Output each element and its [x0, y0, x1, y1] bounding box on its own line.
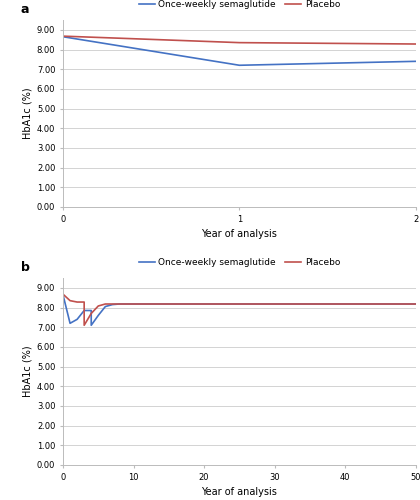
- Placebo: [237, 40, 242, 46]
- Placebo: [110, 301, 115, 307]
- Placebo: [413, 41, 418, 47]
- Line: Once-weekly semaglutide: Once-weekly semaglutide: [63, 36, 416, 66]
- Once-weekly semaglutide: [75, 316, 80, 322]
- Y-axis label: HbA1c (%): HbA1c (%): [23, 346, 33, 398]
- Text: a: a: [21, 4, 29, 16]
- Placebo: [124, 301, 129, 307]
- Once-weekly semaglutide: [124, 301, 129, 307]
- Once-weekly semaglutide: [117, 301, 122, 307]
- Once-weekly semaglutide: [60, 34, 66, 40]
- Y-axis label: HbA1c (%): HbA1c (%): [23, 88, 33, 140]
- Placebo: [75, 299, 80, 305]
- Once-weekly semaglutide: [60, 292, 66, 298]
- Once-weekly semaglutide: [96, 312, 101, 318]
- Text: b: b: [21, 262, 29, 274]
- Line: Once-weekly semaglutide: Once-weekly semaglutide: [63, 295, 416, 326]
- Placebo: [60, 33, 66, 39]
- Legend: Once-weekly semaglutide, Placebo: Once-weekly semaglutide, Placebo: [139, 0, 340, 9]
- Placebo: [117, 301, 122, 307]
- Placebo: [81, 322, 87, 328]
- X-axis label: Year of analysis: Year of analysis: [202, 487, 277, 497]
- Placebo: [68, 298, 73, 304]
- Once-weekly semaglutide: [68, 320, 73, 326]
- Line: Placebo: Placebo: [63, 294, 416, 326]
- Once-weekly semaglutide: [81, 308, 87, 314]
- Legend: Once-weekly semaglutide, Placebo: Once-weekly semaglutide, Placebo: [139, 258, 340, 267]
- Placebo: [81, 299, 87, 305]
- Once-weekly semaglutide: [413, 58, 418, 64]
- Placebo: [103, 301, 108, 307]
- Placebo: [60, 291, 66, 297]
- X-axis label: Year of analysis: Year of analysis: [202, 229, 277, 239]
- Once-weekly semaglutide: [89, 308, 94, 314]
- Once-weekly semaglutide: [413, 301, 418, 307]
- Once-weekly semaglutide: [89, 322, 94, 328]
- Line: Placebo: Placebo: [63, 36, 416, 44]
- Once-weekly semaglutide: [103, 304, 108, 310]
- Once-weekly semaglutide: [237, 62, 242, 68]
- Placebo: [96, 303, 101, 309]
- Placebo: [89, 310, 94, 316]
- Placebo: [413, 301, 418, 307]
- Once-weekly semaglutide: [110, 302, 115, 308]
